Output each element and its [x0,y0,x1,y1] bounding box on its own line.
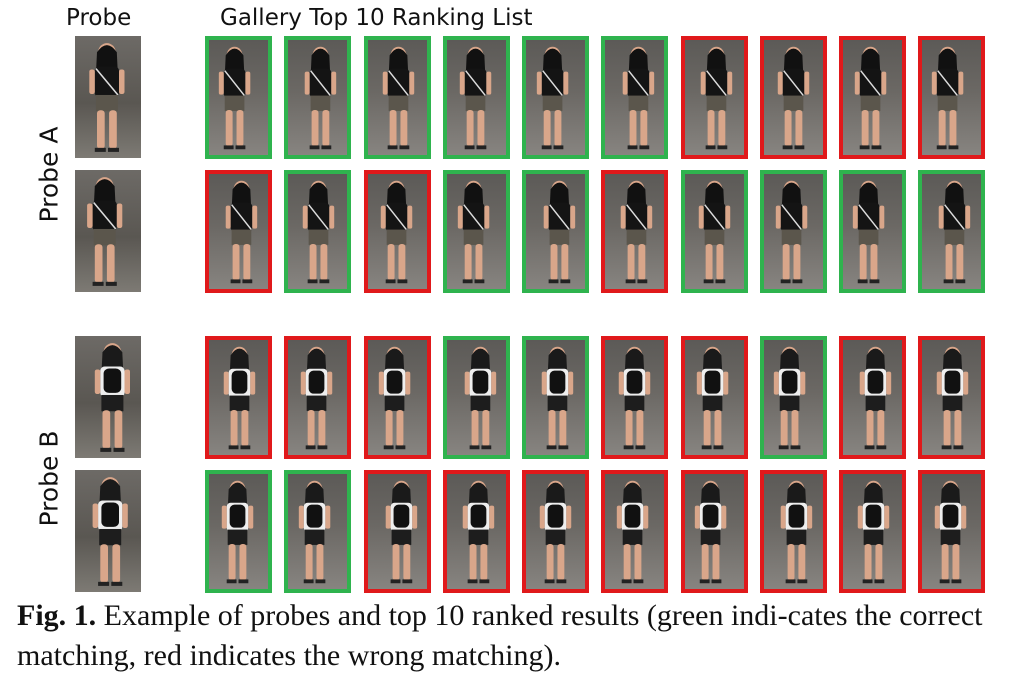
gallery-result-correct [284,36,351,159]
gallery-result-correct [443,36,510,159]
gallery-result-correct [284,470,351,593]
gallery-result-wrong [918,36,985,159]
gallery-result-correct [443,336,510,459]
gallery-result-correct [522,336,589,459]
gallery-result-correct [522,170,589,293]
probe-column-header: Probe [66,5,132,31]
gallery-result-correct [760,336,827,459]
gallery-result-correct [205,470,272,593]
probe-image [75,470,141,592]
gallery-result-correct [364,36,431,159]
gallery-result-wrong [681,36,748,159]
gallery-result-wrong [522,470,589,593]
probe-image [75,36,141,158]
gallery-result-wrong [284,336,351,459]
gallery-result-correct [760,170,827,293]
gallery-result-correct [839,170,906,293]
gallery-result-wrong [205,170,272,293]
gallery-result-correct [443,170,510,293]
gallery-column-header: Gallery Top 10 Ranking List [220,5,533,31]
gallery-result-wrong [205,336,272,459]
gallery-result-correct [205,36,272,159]
probe-image [75,336,141,458]
gallery-result-wrong [681,336,748,459]
gallery-result-wrong [443,470,510,593]
gallery-result-correct [284,170,351,293]
gallery-result-wrong [364,336,431,459]
gallery-result-wrong [918,470,985,593]
gallery-result-wrong [839,336,906,459]
gallery-result-wrong [601,470,668,593]
gallery-result-correct [601,36,668,159]
gallery-result-wrong [601,170,668,293]
figure-caption: Fig. 1. Example of probes and top 10 ran… [17,596,1012,676]
gallery-result-correct [918,170,985,293]
caption-text: Example of probes and top 10 ranked resu… [17,599,983,672]
gallery-result-wrong [364,170,431,293]
gallery-result-wrong [839,36,906,159]
gallery-result-correct [681,170,748,293]
gallery-result-wrong [681,470,748,593]
gallery-result-wrong [760,470,827,593]
gallery-result-correct [522,36,589,159]
gallery-result-wrong [839,470,906,593]
gallery-result-wrong [364,470,431,593]
gallery-result-wrong [760,36,827,159]
probe-b-label: Probe B [34,430,64,527]
probe-a-label: Probe A [34,126,64,223]
gallery-result-wrong [918,336,985,459]
probe-image [75,170,141,292]
caption-label: Fig. 1. [17,599,97,632]
gallery-result-wrong [601,336,668,459]
